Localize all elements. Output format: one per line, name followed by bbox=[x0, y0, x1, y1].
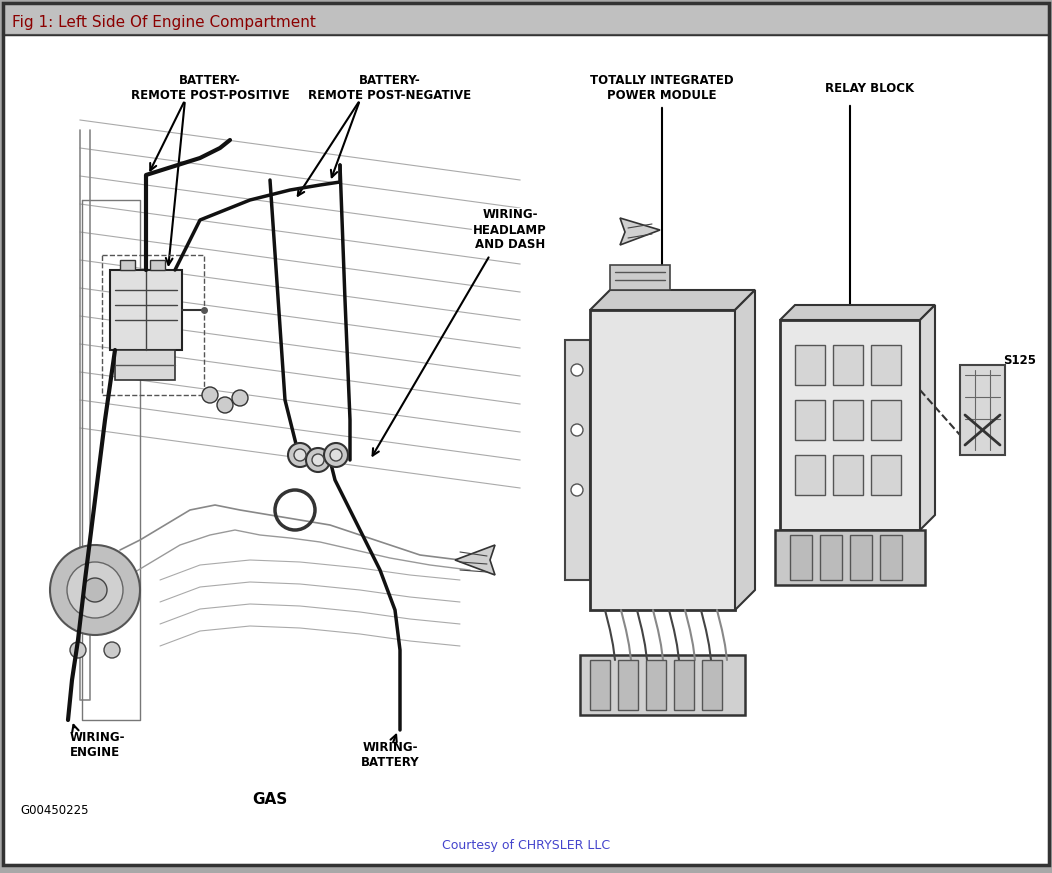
Bar bbox=[590, 660, 610, 710]
Circle shape bbox=[202, 387, 218, 403]
Circle shape bbox=[324, 443, 348, 467]
Bar bbox=[115, 350, 175, 380]
Bar bbox=[702, 660, 722, 710]
Polygon shape bbox=[920, 305, 935, 530]
Text: Courtesy of CHRYSLER LLC: Courtesy of CHRYSLER LLC bbox=[442, 838, 610, 851]
Text: RELAY BLOCK: RELAY BLOCK bbox=[826, 81, 914, 94]
Bar bbox=[590, 310, 735, 610]
Bar bbox=[871, 345, 901, 385]
Bar bbox=[850, 535, 872, 580]
Bar bbox=[795, 400, 825, 440]
Circle shape bbox=[217, 397, 232, 413]
Bar bbox=[833, 455, 863, 495]
Bar bbox=[795, 455, 825, 495]
Polygon shape bbox=[735, 290, 755, 610]
Circle shape bbox=[306, 448, 330, 472]
Circle shape bbox=[70, 642, 86, 658]
Bar bbox=[565, 340, 590, 580]
Bar bbox=[833, 345, 863, 385]
Bar bbox=[881, 535, 902, 580]
Bar bbox=[871, 455, 901, 495]
Circle shape bbox=[67, 562, 123, 618]
Bar bbox=[3, 3, 1049, 35]
Text: TOTALLY INTEGRATED
POWER MODULE: TOTALLY INTEGRATED POWER MODULE bbox=[590, 74, 734, 102]
Circle shape bbox=[83, 578, 107, 602]
Text: Fig 1: Left Side Of Engine Compartment: Fig 1: Left Side Of Engine Compartment bbox=[12, 15, 316, 30]
Bar bbox=[795, 345, 825, 385]
Bar bbox=[3, 3, 1049, 35]
Bar bbox=[780, 320, 920, 530]
Circle shape bbox=[232, 390, 248, 406]
Bar bbox=[646, 660, 666, 710]
Text: BATTERY-
REMOTE POST-NEGATIVE: BATTERY- REMOTE POST-NEGATIVE bbox=[308, 74, 471, 102]
Polygon shape bbox=[620, 218, 660, 245]
Circle shape bbox=[104, 642, 120, 658]
Circle shape bbox=[571, 364, 583, 376]
Bar bbox=[960, 365, 1005, 455]
Circle shape bbox=[288, 443, 312, 467]
Bar bbox=[674, 660, 694, 710]
Bar bbox=[820, 535, 842, 580]
Circle shape bbox=[571, 424, 583, 436]
Polygon shape bbox=[590, 290, 755, 310]
Bar bbox=[150, 260, 165, 270]
Circle shape bbox=[294, 449, 306, 461]
Bar bbox=[110, 270, 182, 350]
Bar bbox=[871, 400, 901, 440]
Bar bbox=[102, 255, 204, 395]
Text: WIRING-
HEADLAMP
AND DASH: WIRING- HEADLAMP AND DASH bbox=[473, 209, 547, 251]
Polygon shape bbox=[456, 545, 495, 575]
Circle shape bbox=[571, 484, 583, 496]
Circle shape bbox=[312, 454, 324, 466]
Circle shape bbox=[330, 449, 342, 461]
Bar bbox=[618, 660, 638, 710]
Bar bbox=[833, 400, 863, 440]
Text: BATTERY-
REMOTE POST-POSITIVE: BATTERY- REMOTE POST-POSITIVE bbox=[130, 74, 289, 102]
Text: G00450225: G00450225 bbox=[20, 803, 88, 816]
Bar bbox=[790, 535, 812, 580]
Bar bbox=[120, 260, 135, 270]
Text: WIRING-
BATTERY: WIRING- BATTERY bbox=[361, 741, 420, 769]
Bar bbox=[580, 655, 745, 715]
Bar bbox=[610, 265, 670, 290]
Bar bbox=[775, 530, 925, 585]
Polygon shape bbox=[780, 305, 935, 320]
Text: WIRING-
ENGINE: WIRING- ENGINE bbox=[70, 731, 125, 759]
Text: S125: S125 bbox=[1003, 354, 1036, 367]
Circle shape bbox=[50, 545, 140, 635]
Text: GAS: GAS bbox=[252, 793, 287, 808]
